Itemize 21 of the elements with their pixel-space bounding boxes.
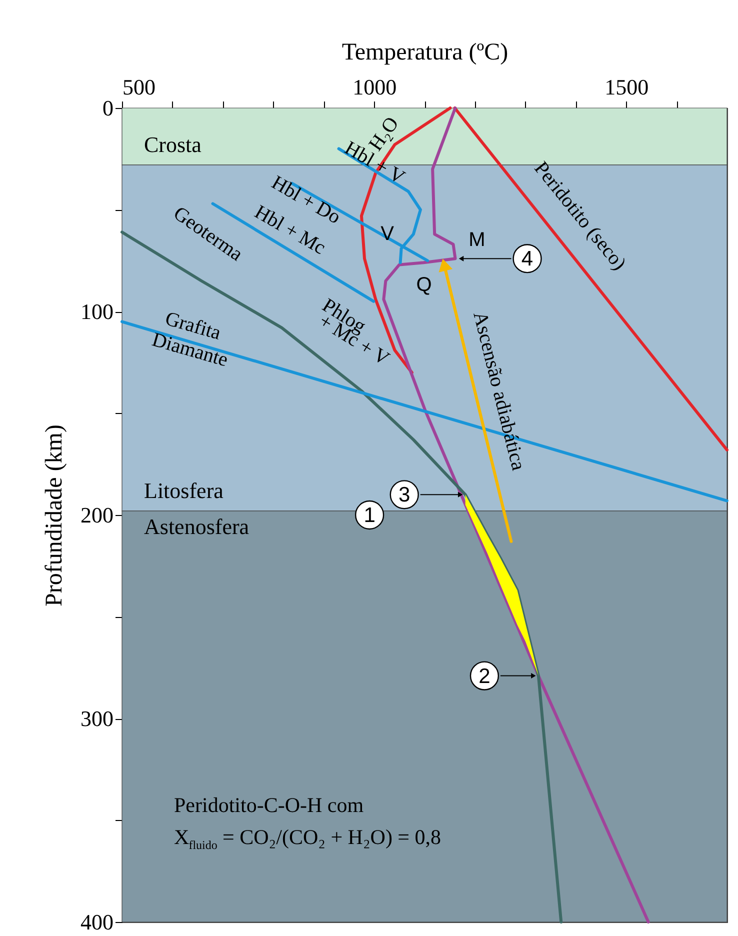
annotation: 2 — [478, 664, 490, 688]
annotation: M — [468, 229, 486, 251]
y-tick-label: 100 — [80, 299, 114, 324]
annotation: Peridotito-C-O-H com — [174, 793, 364, 817]
x-tick-label: 1000 — [352, 74, 397, 100]
annotation: Q — [416, 274, 432, 296]
annotation: 3 — [398, 484, 410, 507]
y-tick-label: 300 — [80, 706, 114, 731]
x-tick-label: 500 — [122, 74, 156, 100]
y-axis-title: Profundidade (km) — [42, 424, 68, 606]
annotation: Ascensão adiabática — [468, 309, 530, 473]
annotation: 1 — [364, 504, 376, 527]
x-tick-label: 1500 — [604, 74, 649, 100]
y-tick-label: 400 — [80, 910, 114, 934]
x-axis-title: Temperatura (ºC) — [342, 40, 508, 66]
y-tick-label: 200 — [80, 502, 114, 528]
annotation: 4 — [521, 248, 534, 271]
band-label: Astenosfera — [144, 514, 250, 539]
y-tick-label: 0 — [102, 96, 114, 120]
band-label: Litosfera — [144, 478, 224, 503]
band-label: Crosta — [144, 132, 202, 157]
